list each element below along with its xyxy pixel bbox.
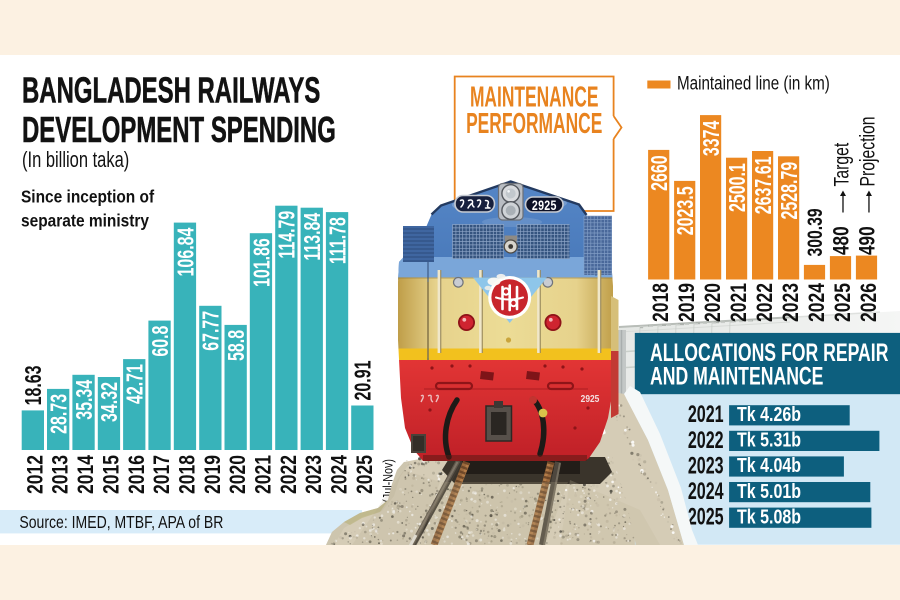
svg-text:Target: Target <box>829 142 853 186</box>
svg-text:2019: 2019 <box>201 455 226 494</box>
svg-text:2026: 2026 <box>857 283 882 322</box>
svg-text:Tk 5.01b: Tk 5.01b <box>737 480 801 502</box>
svg-text:2024: 2024 <box>688 479 724 505</box>
svg-text:490: 490 <box>856 226 881 255</box>
svg-text:2025: 2025 <box>831 283 856 322</box>
svg-text:AND MAINTENANCE: AND MAINTENANCE <box>650 361 823 390</box>
svg-text:(In billion taka): (In billion taka) <box>22 148 129 173</box>
svg-text:300.39: 300.39 <box>803 208 827 256</box>
svg-text:42.71: 42.71 <box>123 364 149 404</box>
svg-text:PERFORMANCE: PERFORMANCE <box>466 107 602 140</box>
svg-text:2528.79: 2528.79 <box>777 162 803 220</box>
svg-text:2925: 2925 <box>581 393 600 405</box>
svg-text:2024: 2024 <box>328 454 353 494</box>
svg-text:34.32: 34.32 <box>97 382 123 422</box>
svg-text:111.78: 111.78 <box>326 217 352 264</box>
svg-text:2013: 2013 <box>49 455 74 494</box>
svg-text:114.79: 114.79 <box>275 211 301 259</box>
svg-text:2025: 2025 <box>688 505 724 531</box>
svg-text:2925: 2925 <box>532 197 557 213</box>
svg-text:BANGLADESH RAILWAYS: BANGLADESH RAILWAYS <box>22 71 320 111</box>
svg-text:2022: 2022 <box>688 428 724 454</box>
svg-text:2500.1: 2500.1 <box>725 163 751 212</box>
svg-text:ALLOCATIONS FOR REPAIR: ALLOCATIONS FOR REPAIR <box>650 338 889 367</box>
svg-text:Since inception of: Since inception of <box>21 186 155 206</box>
svg-text:2017: 2017 <box>150 455 175 494</box>
svg-text:MAINTENANCE: MAINTENANCE <box>470 81 599 114</box>
svg-text:20.91: 20.91 <box>351 361 377 401</box>
svg-text:2024: 2024 <box>805 282 830 322</box>
svg-text:2015: 2015 <box>99 455 124 494</box>
svg-text:DEVELOPMENT SPENDING: DEVELOPMENT SPENDING <box>22 110 336 150</box>
svg-text:2018: 2018 <box>176 455 201 494</box>
svg-text:106.84: 106.84 <box>173 227 199 276</box>
svg-text:2021: 2021 <box>688 402 724 428</box>
svg-text:2023.5: 2023.5 <box>673 186 699 235</box>
svg-text:2637.61: 2637.61 <box>751 157 777 215</box>
svg-text:Tk 5.08b: Tk 5.08b <box>737 506 801 528</box>
svg-text:Tk 4.04b: Tk 4.04b <box>737 455 801 477</box>
svg-text:Tk 4.26b: Tk 4.26b <box>737 403 801 425</box>
svg-text:2014: 2014 <box>74 454 99 494</box>
svg-text:2016: 2016 <box>125 455 150 494</box>
svg-text:2012: 2012 <box>23 455 48 494</box>
svg-text:60.8: 60.8 <box>148 326 174 357</box>
svg-text:2023: 2023 <box>688 453 724 479</box>
svg-text:28.73: 28.73 <box>47 394 73 434</box>
svg-text:Source: IMED, MTBF, APA of BR: Source: IMED, MTBF, APA of BR <box>19 512 223 532</box>
svg-text:2660: 2660 <box>647 155 673 191</box>
svg-text:2021: 2021 <box>252 455 277 494</box>
svg-text:Maintained line (in km): Maintained line (in km) <box>677 72 830 94</box>
svg-text:2023: 2023 <box>302 455 327 494</box>
svg-text:2023: 2023 <box>779 283 804 322</box>
svg-text:2020: 2020 <box>701 283 726 322</box>
svg-text:Projection: Projection <box>855 117 879 187</box>
svg-text:2022: 2022 <box>277 455 302 494</box>
svg-text:2021: 2021 <box>727 283 752 322</box>
svg-text:58.8: 58.8 <box>224 330 250 361</box>
svg-text:35.34: 35.34 <box>72 379 98 420</box>
svg-text:67.77: 67.77 <box>199 311 225 351</box>
svg-text:113.84: 113.84 <box>300 212 326 261</box>
svg-text:101.86: 101.86 <box>249 238 275 287</box>
svg-text:separate ministry: separate ministry <box>21 210 150 230</box>
svg-text:2019: 2019 <box>675 283 700 322</box>
svg-text:2020: 2020 <box>226 455 251 494</box>
svg-text:Tk 5.31b: Tk 5.31b <box>737 429 801 451</box>
svg-text:2018: 2018 <box>649 283 674 322</box>
svg-text:2025: 2025 <box>353 455 378 494</box>
svg-text:480: 480 <box>830 226 855 255</box>
svg-text:18.63: 18.63 <box>21 365 47 405</box>
svg-text:3374: 3374 <box>699 120 725 156</box>
svg-text:2022: 2022 <box>753 283 778 322</box>
